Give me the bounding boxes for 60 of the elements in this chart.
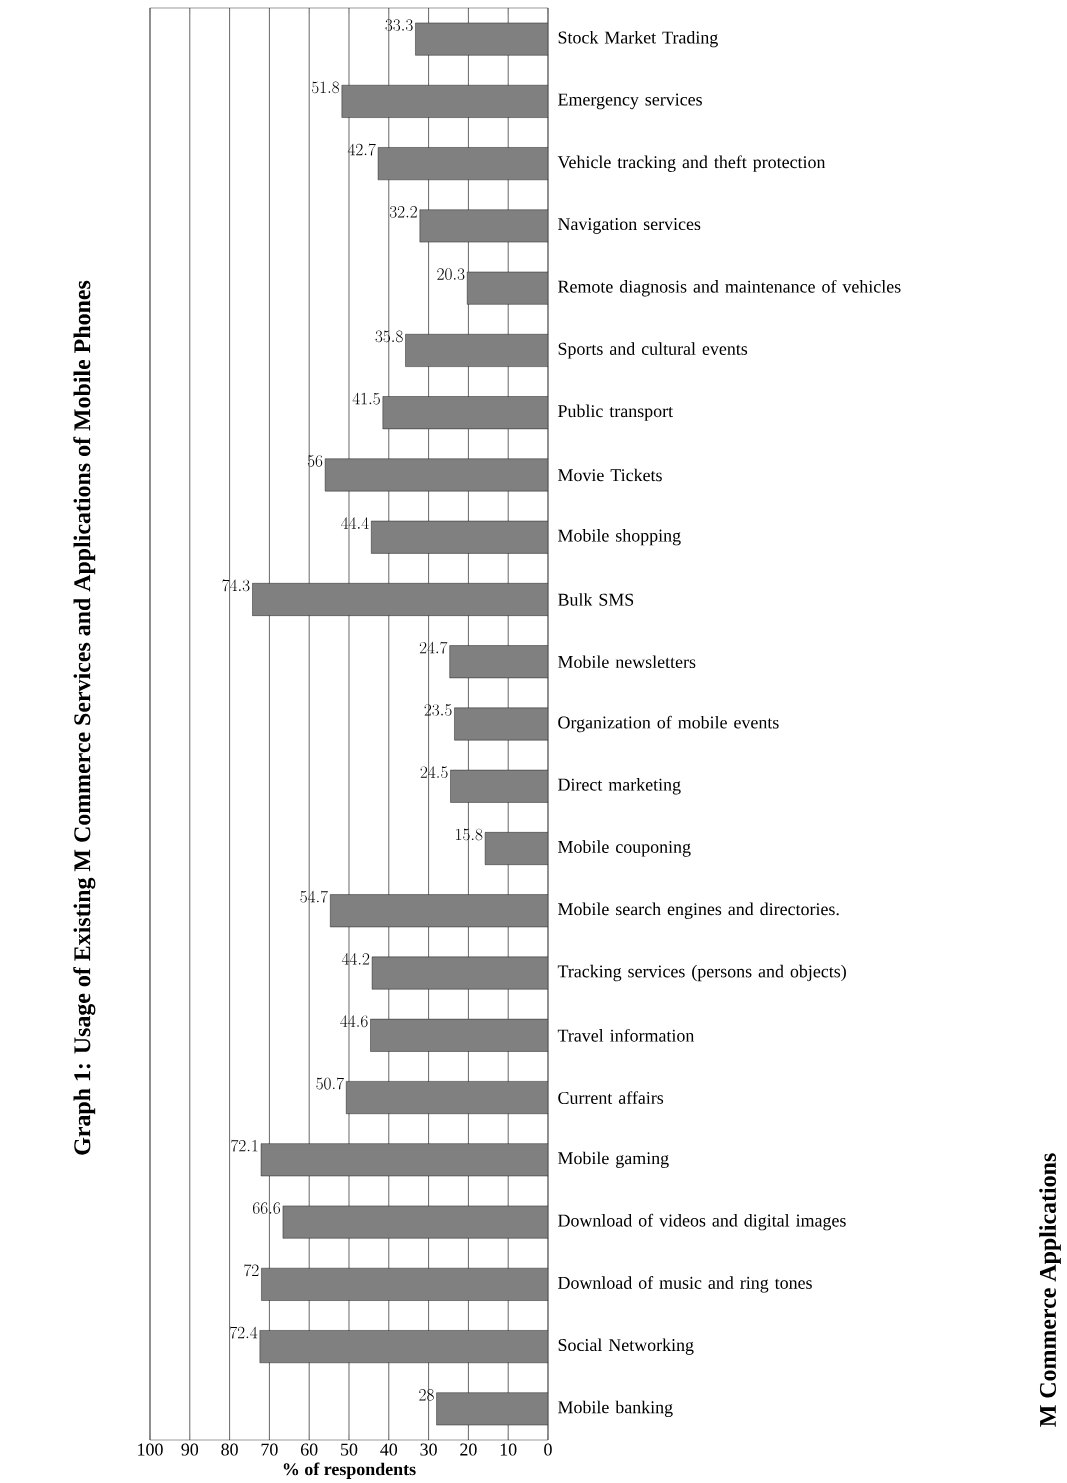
data-label: 72. 1 xyxy=(231,1139,258,1152)
data-label: 54.7 xyxy=(300,890,328,903)
y-tick-label: Direct marketing xyxy=(558,778,681,795)
y-tick-label: Organization of mobile events xyxy=(558,715,779,733)
data-label: 41 .5 xyxy=(352,392,380,405)
data-label: 20.3 xyxy=(437,268,465,280)
y-tick-label: Emergency services xyxy=(558,93,702,110)
data-label: 42.7 xyxy=(347,143,376,156)
data-label: 51 .8 xyxy=(311,81,340,94)
data-label: 56 xyxy=(307,455,323,467)
data-label: 66.6 xyxy=(253,1202,281,1214)
y-tick-label: Mobile banking xyxy=(558,1400,673,1418)
y-tick-label: Sports and cultural events xyxy=(558,342,748,359)
data-label: 44.4 xyxy=(341,517,369,529)
data-label: 32.2 xyxy=(389,206,417,218)
y-tick-label: Stock Market Trading xyxy=(558,30,718,48)
y-tick-label: Vehicle tracking and theft protection xyxy=(557,155,826,172)
x-tick-label: 40 xyxy=(380,1443,398,1456)
y-tick-label: Navigation services xyxy=(558,218,701,234)
data-label: 44.6 xyxy=(340,1015,368,1028)
data-label: 24.7 xyxy=(419,641,448,654)
y-tick-label: Mobile couponing xyxy=(558,840,691,857)
data-label: 28 xyxy=(419,1389,434,1401)
y-tick-label: Bulk SMS xyxy=(558,593,634,606)
x-tick-label: 90 xyxy=(181,1443,199,1456)
y-tick-label: Current affairs xyxy=(558,1091,664,1104)
text: M Commerce Applications xyxy=(1039,1153,1061,1427)
data-label: 50.7 xyxy=(316,1077,344,1090)
data-label: 33.3 xyxy=(385,19,413,31)
x-tick-label: 10 xyxy=(500,1443,517,1456)
y-tick-label: Mobile newsletters xyxy=(558,655,696,669)
y-tick-label: Public transport xyxy=(558,404,673,421)
x-axis-title: % of respondents xyxy=(283,1462,416,1479)
y-tick-label: Mobile shopping xyxy=(558,529,681,546)
data-label: 24.5 xyxy=(420,766,448,779)
data-label: 44.2 xyxy=(341,953,370,965)
x-tick-label: 100 xyxy=(138,1443,163,1456)
data-label: 74.3 xyxy=(222,579,250,592)
data-label: 72.4 xyxy=(230,1326,258,1339)
y-tick-label: Download of videos and digital images xyxy=(558,1213,846,1231)
data-label: 23.5 xyxy=(424,704,452,716)
x-tick-label: 50 xyxy=(341,1443,358,1456)
y-tick-label: Tracking services (persons and objects) xyxy=(557,964,846,982)
y-tick-label: Movie Tickets xyxy=(558,468,662,482)
y-tick-label: Social Networking xyxy=(558,1338,694,1355)
x-tick-label: 80 xyxy=(221,1443,238,1456)
x-tick-label: 30 xyxy=(420,1443,437,1456)
text: Graph 1: Usage of Existing M Commerce Services and Applications of Mobile Phones xyxy=(73,280,96,1155)
y-tick-label: Travel information xyxy=(557,1028,695,1042)
data-label: 35.8 xyxy=(375,330,403,343)
data-label: 15.8 xyxy=(456,828,483,841)
x-tick-label: 0 xyxy=(544,1443,552,1456)
y-tick-label: Remote diagnosis and maintenance of vehicles xyxy=(558,279,901,297)
x-tick-label: 70 xyxy=(261,1443,278,1456)
x-tick-label: 20 xyxy=(460,1443,477,1456)
x-tick-label: 60 xyxy=(300,1443,318,1456)
y-tick-label: Download of music and ring tones xyxy=(558,1276,812,1293)
y-tick-label: Mobile search engines and directories. xyxy=(558,902,839,919)
y-tick-label: Mobile gaming xyxy=(558,1151,669,1168)
data-label: 72 xyxy=(244,1264,259,1277)
